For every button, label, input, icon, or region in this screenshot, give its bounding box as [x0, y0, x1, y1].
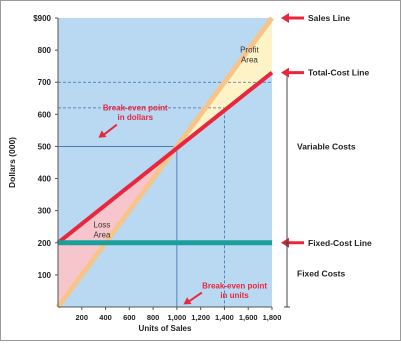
series-lines	[55, 16, 275, 309]
y-tick-label: 500	[38, 142, 52, 151]
y-tick-label: 200	[38, 239, 52, 248]
y-tick-label: 600	[38, 110, 52, 119]
break-even-chart: 100 200 300 400 500 600 700 800 $900 200 400 600 800…	[7, 13, 372, 333]
loss-area-label: Loss Area	[94, 221, 111, 240]
legend: Sales Line Total-Cost Line Fixed-Cost Line	[281, 13, 372, 248]
y-tick-label: $900	[33, 14, 51, 23]
y-tick-label: 800	[38, 46, 52, 55]
x-axis-label: Units of Sales	[139, 324, 192, 333]
axes	[57, 18, 272, 308]
y-tick-label: 700	[38, 78, 52, 87]
loss-area-label-line: Loss	[94, 221, 111, 230]
y-axis-label: Dollars (000)	[7, 137, 17, 188]
total-cost-line	[56, 71, 274, 245]
break-even-dollars-label: Break-even point in dollars	[103, 103, 168, 122]
break-even-dollars-arrow	[101, 123, 118, 137]
legend-fixed-cost-line-label: Fixed-Cost Line	[308, 238, 372, 248]
cost-brackets: Variable Costs Fixed Costs	[284, 76, 356, 308]
legend-sales-line-arrowhead	[281, 13, 289, 23]
sales-line	[55, 16, 275, 309]
tick-labels: 100 200 300 400 500 600 700 800 $900 200 400 600 800…	[33, 14, 281, 322]
variable-costs-label: Variable Costs	[297, 142, 356, 152]
y-tick-label: 400	[38, 175, 52, 184]
legend-total-cost-line-label: Total-Cost Line	[308, 68, 369, 78]
x-tick-label: 600	[123, 313, 136, 322]
x-tick-label: 1,800	[263, 313, 282, 322]
x-tick-label: 800	[147, 313, 160, 322]
break-even-units-arrowhead	[183, 297, 192, 305]
break-even-units-label-line: in units	[220, 291, 249, 300]
x-tick-label: 1,600	[239, 313, 258, 322]
profit-area-label-line: Area	[241, 56, 258, 65]
guide-lines	[58, 81, 272, 307]
loss-area-label-line: Area	[94, 231, 111, 240]
profit-area-label-line: Profit	[240, 46, 259, 55]
break-even-units-label-line: Break-even point	[202, 281, 267, 290]
legend-sales-line-label: Sales Line	[308, 13, 350, 23]
break-even-dollars-arrowhead	[98, 130, 107, 138]
x-tick-label: 200	[76, 313, 89, 322]
break-even-dollars-label-line: Break-even point	[103, 103, 168, 112]
fixed-costs-label: Fixed Costs	[297, 268, 345, 278]
x-tick-label: 400	[99, 313, 112, 322]
y-tick-label: 300	[38, 207, 52, 216]
legend-total-cost-line-arrowhead	[281, 67, 289, 78]
x-tick-label: 1,200	[191, 313, 210, 322]
x-tick-label: 1,000	[167, 313, 186, 322]
break-even-units-arrow	[186, 291, 203, 304]
profit-area-label: Profit Area	[240, 46, 259, 65]
break-even-units-label: Break-even point in units	[202, 281, 267, 300]
y-tick-label: 100	[38, 271, 52, 280]
break-even-dollars-label-line: in dollars	[117, 113, 153, 122]
x-tick-label: 1,400	[215, 313, 234, 322]
